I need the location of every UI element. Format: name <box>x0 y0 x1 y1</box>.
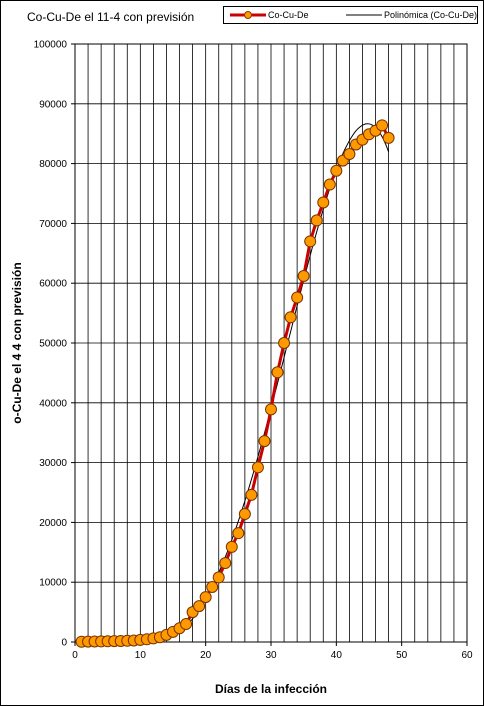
data-point <box>382 131 395 144</box>
data-point <box>376 119 389 132</box>
x-tick-label: 10 <box>135 650 147 661</box>
data-point <box>245 488 258 501</box>
y-tick-label: 20000 <box>39 518 67 529</box>
data-point <box>317 196 330 209</box>
data-point <box>304 235 317 248</box>
y-tick-label: 40000 <box>39 398 67 409</box>
data-point <box>225 540 238 553</box>
y-tick-label: 100000 <box>34 40 68 51</box>
data-point <box>199 591 212 604</box>
x-tick-labels: 0 10 20 30 40 50 60 <box>72 642 473 661</box>
x-tick-label: 50 <box>396 650 408 661</box>
data-point <box>212 571 225 584</box>
legend-label-series: Co-Cu-De <box>268 10 309 20</box>
y-tick-label: 60000 <box>39 279 67 290</box>
legend-item-series: Co-Cu-De <box>228 7 309 23</box>
data-point <box>291 291 304 304</box>
data-point <box>265 403 277 416</box>
y-tick-label: 50000 <box>39 339 67 350</box>
data-point <box>193 600 206 613</box>
data-point <box>219 557 232 570</box>
y-axis-title: o-Cu-De el 4 4 con previsión <box>10 262 24 423</box>
x-tick-label: 60 <box>461 650 473 661</box>
data-point <box>330 164 343 177</box>
data-point <box>310 214 323 227</box>
data-point <box>271 366 284 379</box>
data-point <box>232 527 245 540</box>
y-tick-label: 70000 <box>39 219 67 230</box>
data-point <box>180 618 193 631</box>
y-tick-label: 30000 <box>39 458 67 469</box>
legend: Co-Cu-De Polinómica (Co-Cu-De) <box>223 6 478 24</box>
data-point <box>278 337 291 349</box>
x-tick-label: 20 <box>200 650 212 661</box>
x-axis-title: Días de la infección <box>215 682 327 696</box>
data-point <box>238 508 251 521</box>
horizontal-gridlines <box>75 103 467 583</box>
y-tick-label: 80000 <box>39 159 67 170</box>
y-tick-labels: 0 10000 20000 30000 40000 50000 60000 70000 8000… <box>34 40 75 649</box>
y-tick-label: 0 <box>61 638 67 649</box>
data-point <box>297 270 310 283</box>
series-markers <box>75 119 395 648</box>
data-point <box>251 461 264 474</box>
legend-label-trendline: Polinómica (Co-Cu-De) <box>384 10 478 20</box>
data-point <box>323 178 336 191</box>
data-point <box>284 311 297 324</box>
data-point <box>258 435 271 448</box>
y-tick-label: 90000 <box>39 99 67 110</box>
data-point <box>206 580 219 593</box>
data-point <box>343 148 356 161</box>
x-tick-label: 30 <box>265 650 277 661</box>
legend-swatch-series <box>230 11 266 19</box>
legend-swatch-trendline <box>346 14 382 16</box>
x-tick-label: 40 <box>331 650 343 661</box>
legend-item-trendline: Polinómica (Co-Cu-De) <box>344 7 477 23</box>
y-tick-label: 10000 <box>39 578 67 589</box>
chart-title: Co-Cu-De el 11-4 con previsión <box>27 10 195 24</box>
x-tick-label: 0 <box>72 650 78 661</box>
